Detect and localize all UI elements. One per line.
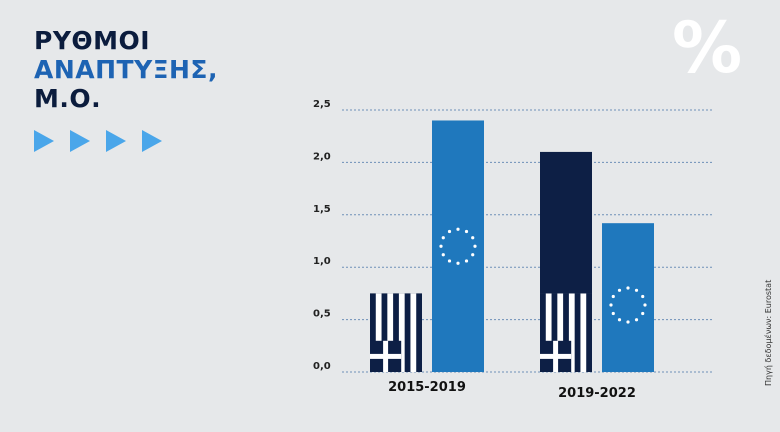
chart-title: ΡΥΘΜΟΙ ΑΝΑΠΤΥΞΗΣ, Μ.Ο. bbox=[34, 26, 218, 113]
y-tick-label: 1,0 bbox=[313, 256, 331, 267]
greece-flag-icon bbox=[370, 293, 422, 372]
greece-flag-icon bbox=[540, 293, 592, 372]
y-tick-label: 2,5 bbox=[313, 99, 331, 110]
eu-stars-icon bbox=[439, 227, 477, 265]
y-tick-label: 2,0 bbox=[313, 151, 331, 162]
eu-stars-icon bbox=[609, 286, 647, 324]
x-category-label: 2019-2022 bbox=[558, 386, 636, 401]
arrow-icon bbox=[106, 130, 126, 152]
arrow-icon bbox=[34, 130, 54, 152]
x-category-label: 2015-2019 bbox=[388, 380, 466, 395]
decorative-arrows bbox=[34, 130, 162, 152]
title-line-3: Μ.Ο. bbox=[34, 84, 102, 113]
y-tick-label: 1,5 bbox=[313, 204, 331, 215]
title-line-2: ΑΝΑΠΤΥΞΗΣ, bbox=[34, 55, 218, 84]
percent-icon: % bbox=[672, 7, 743, 89]
y-tick-label: 0,5 bbox=[313, 309, 331, 320]
arrow-icon bbox=[142, 130, 162, 152]
bar-eu bbox=[602, 223, 654, 372]
arrow-icon bbox=[70, 130, 90, 152]
title-line-1: ΡΥΘΜΟΙ bbox=[34, 26, 151, 55]
y-tick-label: 0,0 bbox=[313, 361, 331, 372]
